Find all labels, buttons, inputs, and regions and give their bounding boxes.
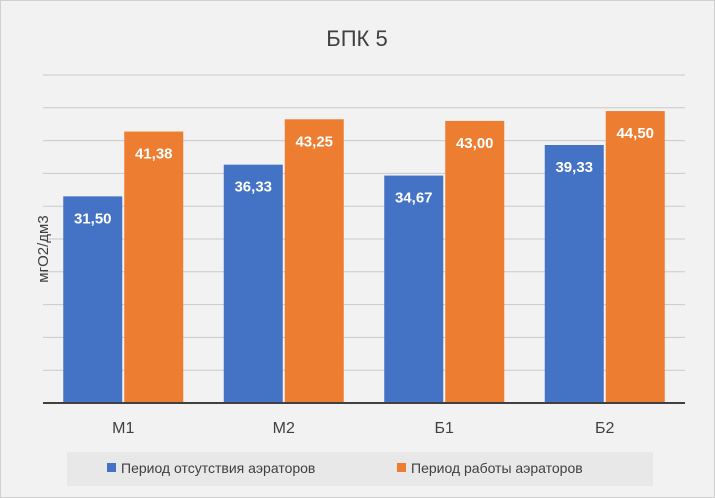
data-labels-group: 31,50 36,33 34,67 39,33 41,38 43,25 43,00 44,50 <box>74 125 654 227</box>
legend-label: Период работы аэраторов <box>411 460 583 476</box>
x-tick-label: М2 <box>273 420 295 437</box>
x-tick-labels: М1 М2 Б1 Б2 <box>112 420 614 437</box>
legend-box <box>67 452 653 486</box>
bar-absent-Б1 <box>384 175 444 403</box>
legend-label: Период отсутствия аэраторов <box>121 460 315 476</box>
y-axis-label: мгО2/дм3 <box>35 215 52 282</box>
bar-absent-Б2 <box>544 144 604 404</box>
data-label: 44,50 <box>616 125 654 142</box>
bar-working-М1 <box>124 131 184 404</box>
x-tick-label: Б2 <box>595 420 615 437</box>
bar-absent-М2 <box>223 164 283 403</box>
data-label: 43,25 <box>295 133 333 150</box>
legend-swatch <box>397 463 406 472</box>
bar-absent-М1 <box>63 196 123 403</box>
data-label: 34,67 <box>395 190 433 207</box>
bar-working-Б1 <box>445 120 505 404</box>
data-label: 39,33 <box>555 159 593 176</box>
data-label: 31,50 <box>74 210 112 227</box>
data-label: 43,00 <box>456 135 494 152</box>
x-tick-label: Б1 <box>435 420 455 437</box>
bars-group <box>63 111 665 404</box>
data-label: 41,38 <box>135 146 173 163</box>
chart-title: БПК 5 <box>326 26 387 51</box>
legend: Период отсутствия аэраторов Период работы… <box>107 460 583 476</box>
bar-working-М2 <box>284 119 344 403</box>
x-tick-label: М1 <box>112 420 134 437</box>
legend-swatch <box>107 463 116 472</box>
data-label: 36,33 <box>234 179 272 196</box>
bar-working-Б2 <box>605 111 665 403</box>
